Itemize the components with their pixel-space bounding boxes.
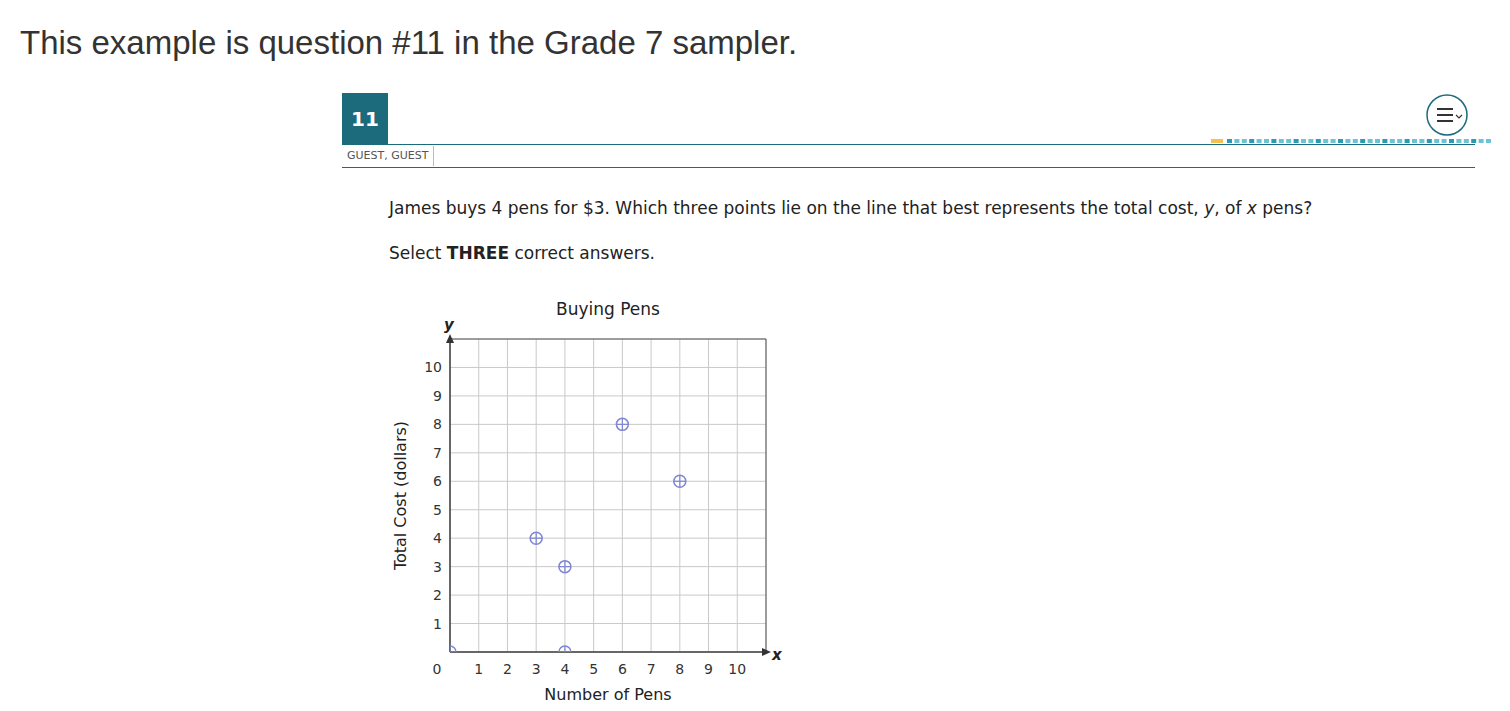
svg-text:Total Cost (dollars): Total Cost (dollars) — [391, 421, 410, 571]
html-text:y: y — [444, 316, 454, 334]
svg-text:10: 10 — [424, 359, 442, 375]
html-text:Buying Pens: Buying Pens — [556, 299, 660, 319]
svg-text:5: 5 — [433, 502, 442, 518]
svg-text:2: 2 — [433, 587, 442, 603]
svg-text:4: 4 — [560, 661, 569, 677]
svg-text:7: 7 — [647, 661, 656, 677]
svg-text:9: 9 — [704, 661, 713, 677]
svg-text:4: 4 — [433, 530, 442, 546]
svg-text:10: 10 — [728, 661, 746, 677]
svg-text:3: 3 — [532, 661, 541, 677]
svg-text:1: 1 — [474, 661, 483, 677]
html-text:This example is question #11 i: This example is question #11 in the Grad… — [20, 24, 798, 61]
html-text:James buys 4 pens for $3. Whic: James buys 4 pens for $3. Which three po… — [389, 198, 1313, 218]
svg-text:0: 0 — [433, 661, 442, 677]
html-text:11: 11 — [351, 106, 379, 131]
svg-text:6: 6 — [433, 473, 442, 489]
svg-text:7: 7 — [433, 445, 442, 461]
svg-text:9: 9 — [433, 388, 442, 404]
svg-text:5: 5 — [589, 661, 598, 677]
html-text:GUEST, GUEST: GUEST, GUEST — [347, 149, 429, 162]
svg-text:Number of Pens: Number of Pens — [544, 685, 671, 704]
html-text:Select THREE correct answers.: Select THREE correct answers. — [389, 243, 655, 263]
html-text:x: x — [772, 646, 782, 664]
svg-text:8: 8 — [433, 416, 442, 432]
svg-text:3: 3 — [433, 559, 442, 575]
svg-text:8: 8 — [675, 661, 684, 677]
svg-text:2: 2 — [503, 661, 512, 677]
svg-text:1: 1 — [433, 616, 442, 632]
svg-text:6: 6 — [618, 661, 627, 677]
